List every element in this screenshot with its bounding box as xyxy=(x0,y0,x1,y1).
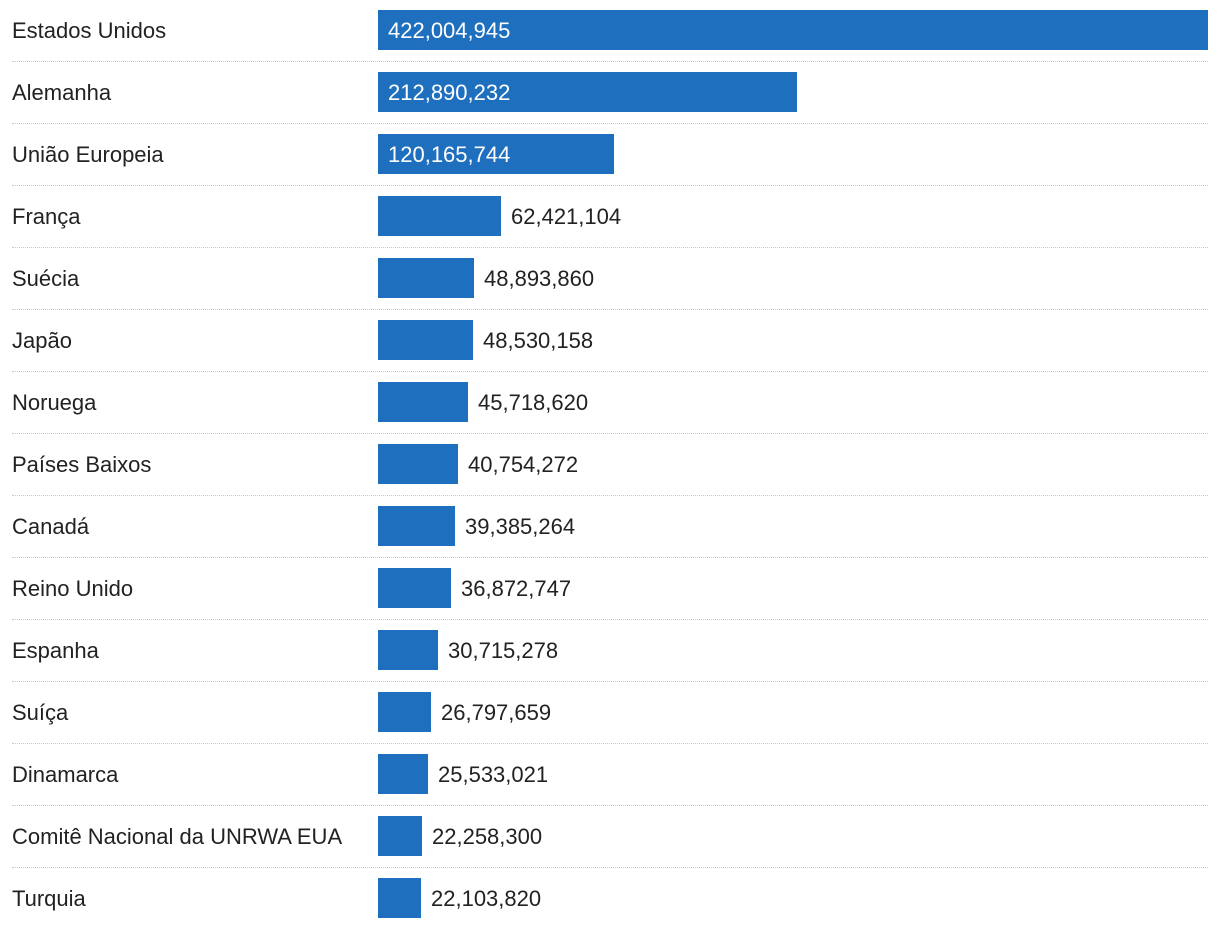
bar xyxy=(378,754,428,794)
bar-row: Comitê Nacional da UNRWA EUA 22,258,300 xyxy=(12,806,1208,868)
category-label: Suíça xyxy=(12,700,69,725)
bar xyxy=(378,320,473,360)
bar-row: Turquia 22,103,820 xyxy=(12,868,1208,930)
value-label: 26,797,659 xyxy=(441,700,552,725)
category-label: Reino Unido xyxy=(12,576,134,601)
value-label: 48,530,158 xyxy=(483,328,594,353)
bar-row: Noruega 45,718,620 xyxy=(12,372,1208,434)
bar-row: Japão 48,530,158 xyxy=(12,310,1208,372)
bar xyxy=(378,630,438,670)
value-label: 45,718,620 xyxy=(478,390,589,415)
category-label: União Europeia xyxy=(12,142,164,167)
value-label: 39,385,264 xyxy=(465,514,576,539)
category-label: Países Baixos xyxy=(12,452,152,477)
bar-row: Reino Unido 36,872,747 xyxy=(12,558,1208,620)
category-label: Estados Unidos xyxy=(12,18,167,43)
value-label: 422,004,945 xyxy=(388,18,511,43)
category-label: Canadá xyxy=(12,514,90,539)
value-label: 212,890,232 xyxy=(388,80,511,105)
category-label: Alemanha xyxy=(12,80,112,105)
bar-row: Suíça 26,797,659 xyxy=(12,682,1208,744)
bar-row: Estados Unidos 422,004,945 xyxy=(12,0,1208,62)
category-label: Japão xyxy=(12,328,72,353)
category-label: Turquia xyxy=(12,886,86,911)
bar xyxy=(378,878,421,918)
category-label: Noruega xyxy=(12,390,97,415)
bar xyxy=(378,444,458,484)
value-label: 40,754,272 xyxy=(468,452,579,477)
bar xyxy=(378,506,455,546)
bar-row: Espanha 30,715,278 xyxy=(12,620,1208,682)
value-label: 30,715,278 xyxy=(448,638,559,663)
value-label: 22,258,300 xyxy=(432,824,543,849)
value-label: 62,421,104 xyxy=(511,204,622,229)
bar-row: Suécia 48,893,860 xyxy=(12,248,1208,310)
value-label: 25,533,021 xyxy=(438,762,549,787)
value-label: 120,165,744 xyxy=(388,142,511,167)
bar xyxy=(378,10,1208,50)
bar xyxy=(378,816,422,856)
bar xyxy=(378,692,431,732)
value-label: 48,893,860 xyxy=(484,266,595,291)
category-label: Suécia xyxy=(12,266,80,291)
bar-row: Alemanha 212,890,232 xyxy=(12,62,1208,124)
bar xyxy=(378,568,451,608)
category-label: Dinamarca xyxy=(12,762,119,787)
category-label: Espanha xyxy=(12,638,99,663)
bar xyxy=(378,196,501,236)
bar xyxy=(378,72,797,112)
bar-row: Países Baixos 40,754,272 xyxy=(12,434,1208,496)
category-label: França xyxy=(12,204,81,229)
category-label: Comitê Nacional da UNRWA EUA xyxy=(12,824,343,849)
bar-row: Canadá 39,385,264 xyxy=(12,496,1208,558)
bar-row: Dinamarca 25,533,021 xyxy=(12,744,1208,806)
bar xyxy=(378,134,614,174)
bar-row: França 62,421,104 xyxy=(12,186,1208,248)
value-label: 22,103,820 xyxy=(431,886,542,911)
value-label: 36,872,747 xyxy=(461,576,572,601)
bar-row: União Europeia 120,165,744 xyxy=(12,124,1208,186)
bar xyxy=(378,382,468,422)
bar xyxy=(378,258,474,298)
